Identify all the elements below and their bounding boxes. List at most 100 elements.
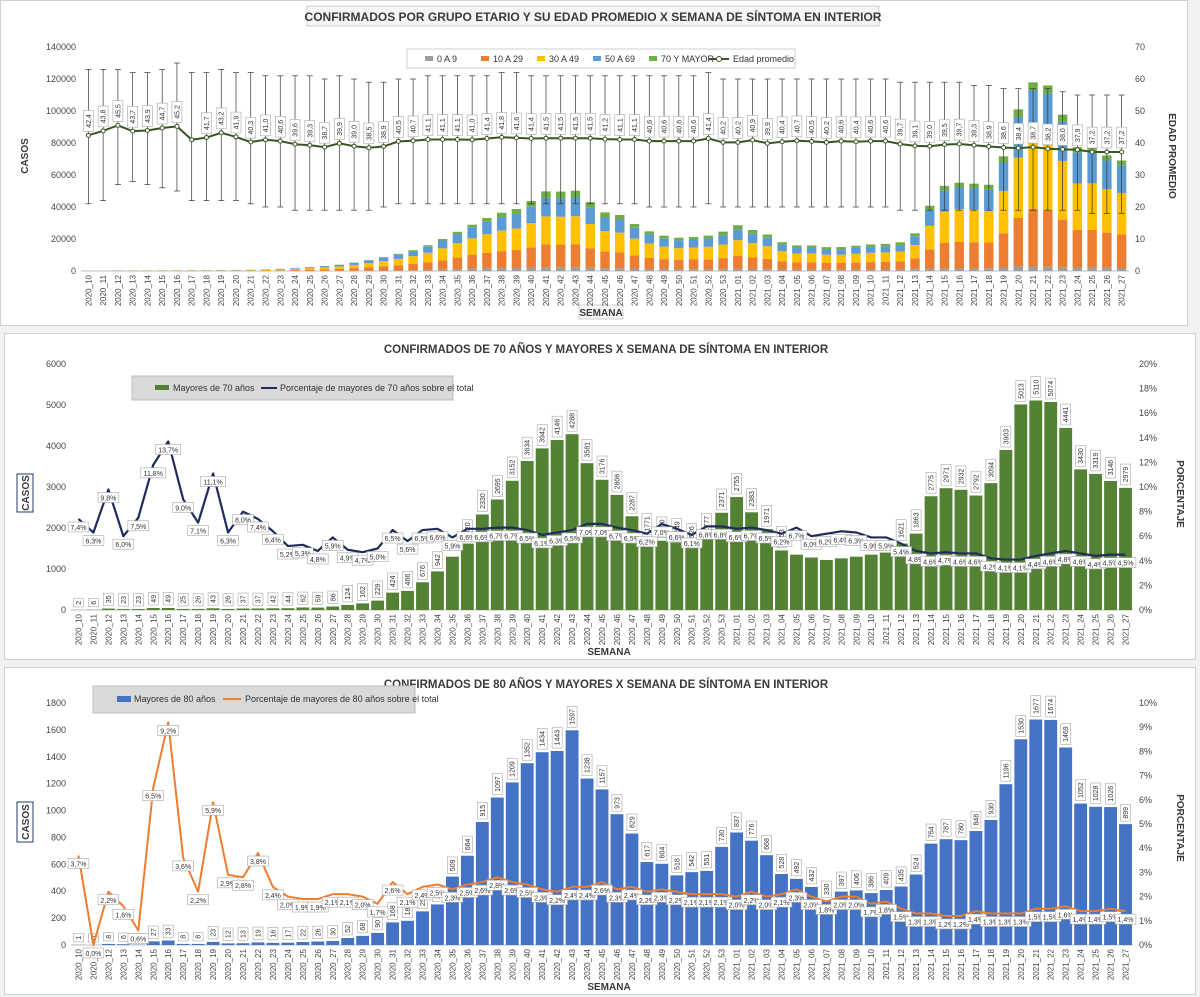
edad-promedio-point (395, 138, 401, 144)
chart3-value-label-box (731, 812, 742, 830)
chart3-pct-label: 1,5% (893, 915, 909, 922)
chart2-xtick-label: 2021_06 (807, 613, 816, 645)
chart3-ylabel: CASOS (21, 804, 32, 840)
bar-30-49 (378, 261, 389, 267)
chart3-value-label: 730 (719, 830, 726, 842)
chart2-ylabel: CASOS (21, 475, 32, 511)
chart2-value-label-box (985, 459, 997, 481)
chart2-xtick-label: 2020_25 (299, 613, 308, 645)
edad-promedio-point (617, 136, 623, 142)
chart2-xtick-label: 2021_13 (912, 613, 921, 645)
bar-10-29 (526, 247, 536, 268)
chart3-value-label: 542 (689, 855, 696, 867)
chart2-pct-label: 4,6% (1073, 559, 1089, 566)
chart1-xtick-label: 2020_53 (719, 274, 728, 306)
chart2-xtick-label: 2020_21 (239, 613, 248, 645)
chart3-value-label: 1052 (1078, 782, 1085, 798)
edad-promedio-label-box (629, 114, 640, 136)
chart3-bar (371, 932, 385, 945)
chart2-ytick-label: 2000 (46, 523, 66, 533)
edad-promedio-label-box (496, 112, 507, 134)
edad-promedio-point (292, 141, 298, 147)
bar-30-49 (349, 264, 359, 269)
bar-10-29 (1028, 208, 1038, 267)
chart3-value-label: 406 (854, 873, 861, 885)
bar-30-49 (482, 234, 492, 253)
edad-promedio-label: 41,7 (204, 116, 211, 130)
bar-10-29 (792, 262, 802, 270)
chart2-value-label-box (162, 592, 174, 606)
edad-promedio-label-box (378, 121, 389, 143)
chart2-xtick-label: 2020_17 (179, 613, 188, 645)
chart3-pct-label: 2,5% (429, 891, 445, 898)
edad-promedio-label: 44,7 (160, 107, 167, 121)
chart3-xtick-label: 2021_22 (1047, 948, 1056, 980)
chart3-xtick-label: 2020_40 (523, 948, 532, 980)
chart3-bar (565, 730, 579, 945)
edad-promedio-label-box (703, 113, 714, 135)
bar-10-29 (998, 233, 1009, 268)
bar-50-69 (910, 236, 920, 246)
chart2-value-label: 23 (136, 596, 143, 604)
chart2-value-label: 2932 (958, 468, 965, 484)
chart3-xtick-label: 2021_14 (927, 948, 936, 980)
chart3-pct-label: 2,6% (385, 888, 401, 895)
edad-promedio-point (366, 145, 372, 151)
chart2-pct-label: 5,9% (863, 543, 879, 550)
chart2-xtick-label: 2020_30 (374, 613, 383, 645)
bar-0-9 (792, 269, 802, 271)
edad-promedio-label: 40,3 (248, 121, 255, 135)
bar-30-49 (629, 238, 640, 256)
bar-70-mayor (467, 224, 477, 228)
chart3-title: CONFIRMADOS DE 80 AÑOS Y MAYORES X SEMAN… (384, 678, 829, 691)
bar-30-49 (393, 258, 404, 266)
chart3-xtick-label: 2021_26 (1107, 948, 1116, 980)
legend-swatch-0-9 (425, 56, 433, 61)
chart2-xtick-label: 2020_50 (673, 613, 682, 645)
chart2-xtick-label: 2020_44 (583, 613, 592, 645)
chart2-xtick-label: 2020_53 (718, 613, 727, 645)
chart3-value-label-box (910, 854, 922, 872)
chart2-pct-label-box (112, 538, 135, 550)
chart3-value-label: 668 (764, 838, 771, 850)
bar-10-29 (393, 265, 404, 271)
chart3-value-label-box (1030, 695, 1042, 717)
chart1-xtick-label: 2021_20 (1014, 274, 1023, 306)
chart3-value-label-box (491, 773, 503, 795)
bar-50-69 (364, 260, 374, 264)
chart3-value-label: 16 (270, 930, 277, 938)
chart2-xtick-label: 2021_05 (792, 613, 801, 645)
edad-promedio-point (838, 138, 844, 144)
bar-30-49 (910, 245, 920, 259)
chart1-xtick-label: 2020_37 (483, 274, 492, 306)
edad-promedio-point (558, 135, 564, 141)
chart3-ytick-label: 0 (61, 940, 66, 950)
chart3-value-label: 1674 (1048, 699, 1055, 715)
bar-10-29 (408, 264, 418, 271)
chart1-y2tick-label: 70 (1135, 42, 1145, 52)
chart2-value-label-box (955, 465, 967, 488)
chart3-bar (924, 843, 938, 945)
edad-promedio-point (425, 136, 431, 142)
chart2-pct-label: 6,7% (788, 534, 804, 541)
chart3-bar (909, 874, 923, 945)
chart3-xtick-label: 2020_15 (149, 948, 158, 980)
bar-70-mayor (733, 225, 743, 230)
chart2-bar (730, 497, 744, 610)
chart2-value-label: 3634 (525, 440, 532, 456)
bar-0-9 (1013, 266, 1024, 271)
chart3-value-label: 168 (390, 905, 397, 917)
chart2-xtick-label: 2020_34 (433, 613, 442, 645)
chart2-axes: 0 1000 2000 3000 4000 5000 6000 0% 2% 4% 6% 8% 10% 12… (46, 359, 1157, 645)
chart3-pct-label: 2,1% (400, 900, 416, 907)
chart3-value-label: 90 (375, 920, 382, 928)
bar-50-69 (275, 268, 285, 270)
chart3-value-label-box (177, 932, 189, 942)
edad-promedio-label: 41,2 (603, 118, 610, 132)
edad-promedio-label: 39,7 (898, 123, 905, 137)
chart1-xtick-label: 2020_44 (586, 274, 595, 306)
chart3-xtick-label: 2020_36 (463, 948, 472, 980)
chart2-pct-label: 6,8% (714, 532, 730, 539)
edad-promedio-point (823, 139, 829, 145)
bar-70-mayor (806, 245, 817, 248)
